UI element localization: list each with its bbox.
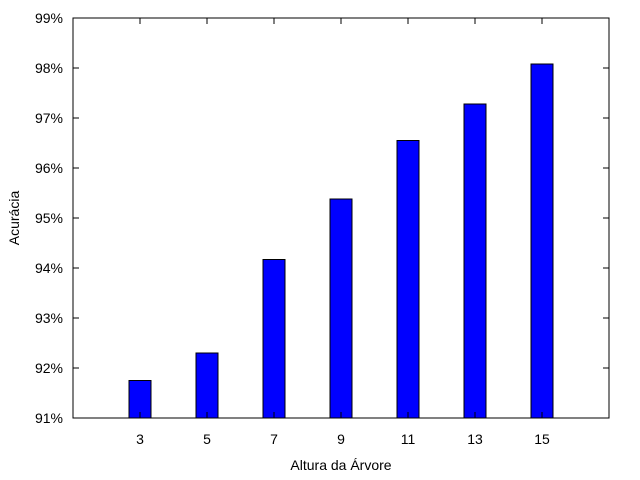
bar-9 <box>329 198 353 419</box>
bar-5 <box>195 352 219 419</box>
bar-11 <box>396 140 420 419</box>
x-tick-label: 9 <box>337 431 345 447</box>
x-tick-label: 3 <box>136 431 144 447</box>
y-tick-label: 95% <box>35 210 63 226</box>
y-tick-label: 98% <box>35 60 63 76</box>
bar-15 <box>530 63 554 419</box>
y-tick-label: 91% <box>35 410 63 426</box>
x-tick-label: 15 <box>534 431 550 447</box>
x-axis-title: Altura da Árvore <box>290 457 391 473</box>
x-tick-label: 13 <box>467 431 483 447</box>
x-tick-label: 5 <box>203 431 211 447</box>
y-tick-label: 99% <box>35 10 63 26</box>
y-tick-label: 96% <box>35 160 63 176</box>
y-axis-title: Acurácia <box>6 191 22 246</box>
bars-group <box>128 63 554 419</box>
bar-7 <box>262 259 286 419</box>
y-tick-label: 94% <box>35 260 63 276</box>
x-tick-label: 7 <box>270 431 278 447</box>
bar-13 <box>463 103 487 419</box>
plot-frame <box>72 17 610 419</box>
y-tick-label: 92% <box>35 360 63 376</box>
y-tick-label: 97% <box>35 110 63 126</box>
y-tick-label: 93% <box>35 310 63 326</box>
tick-labels-group: 3 5 7 9 11 13 15 91% 92% 93% 94% 95% 96% 97% 98% 99% <box>35 10 550 447</box>
x-tick-label: 11 <box>401 431 416 447</box>
